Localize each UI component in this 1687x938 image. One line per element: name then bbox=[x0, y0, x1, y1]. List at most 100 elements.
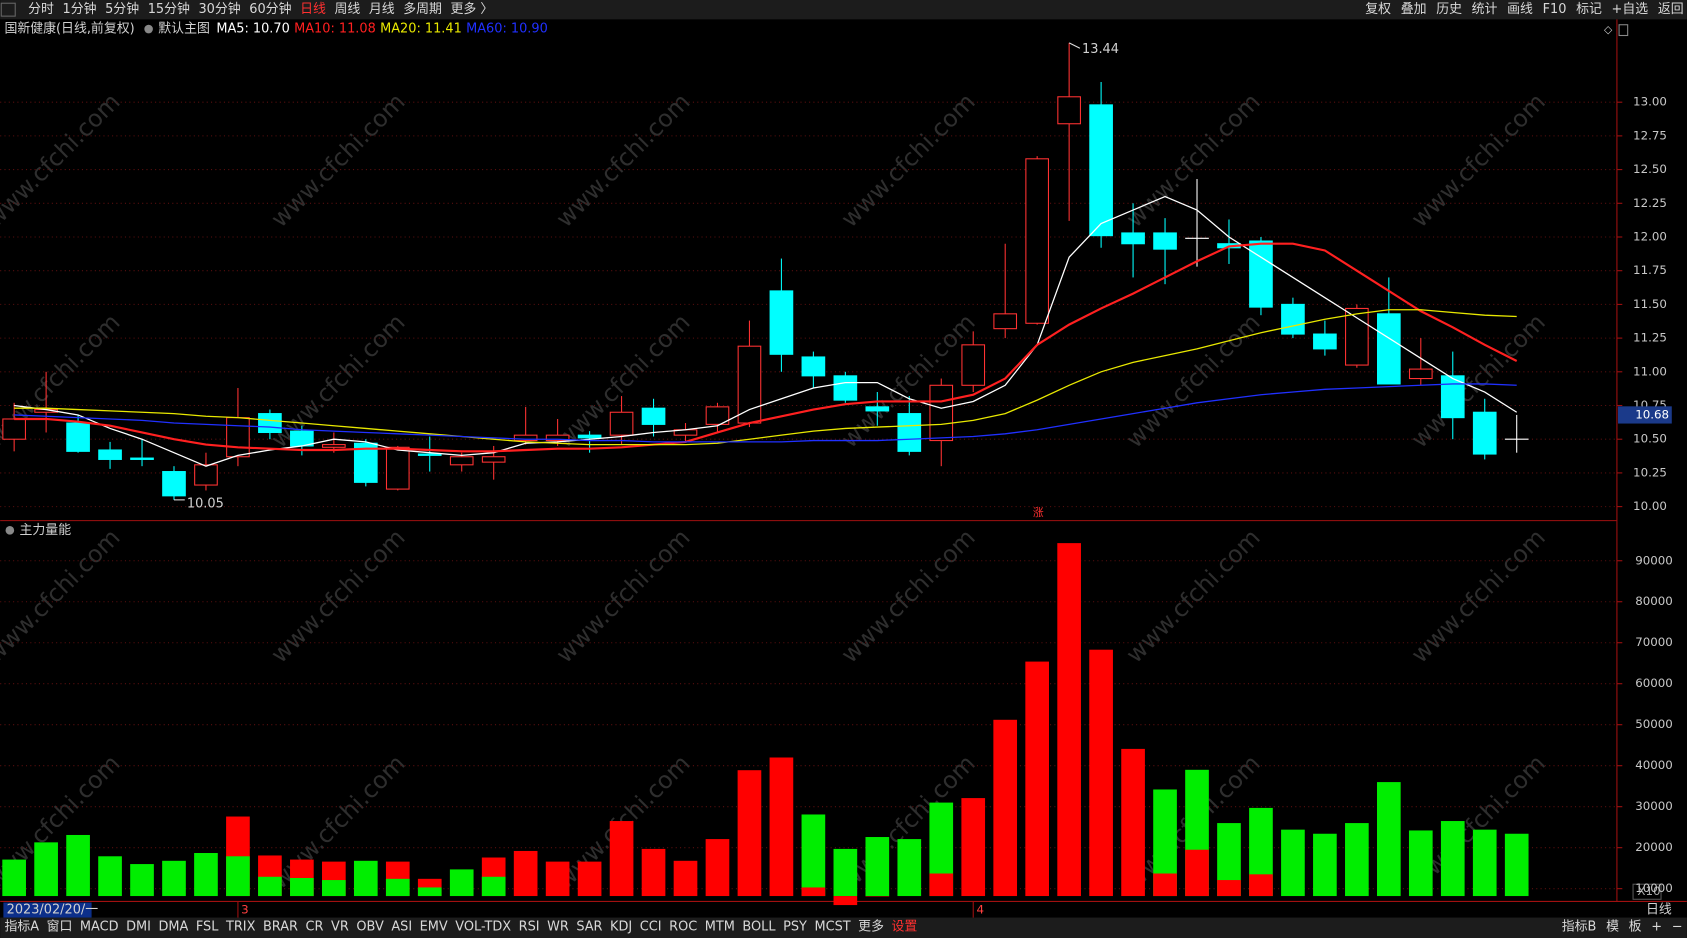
legend-entry: MA60: 10.90 bbox=[466, 22, 548, 37]
candle-body bbox=[449, 456, 474, 466]
low-label: 10.05 bbox=[187, 497, 224, 512]
last-price-box bbox=[1617, 406, 1672, 424]
icon[interactable] bbox=[0, 2, 16, 17]
toolbar-item[interactable]: 设置 bbox=[891, 920, 917, 935]
toolbar-item[interactable]: MCST bbox=[814, 920, 850, 935]
toolbar-item[interactable]: SAR bbox=[576, 920, 602, 935]
toolbar-item[interactable]: − bbox=[1672, 920, 1683, 935]
toolbar-item[interactable]: VOL-TDX bbox=[455, 920, 511, 935]
watermark: www.cfchi.com bbox=[835, 88, 980, 233]
icon[interactable] bbox=[1618, 24, 1629, 37]
toolbar-item[interactable]: 叠加 bbox=[1401, 2, 1427, 17]
candle-body bbox=[577, 434, 602, 439]
toolbar-item[interactable]: 1分钟 bbox=[63, 1, 97, 17]
toolbar-item[interactable]: + bbox=[1651, 920, 1662, 935]
y-tick-label: 12.25 bbox=[1633, 196, 1667, 210]
toolbar-item[interactable]: RSI bbox=[519, 920, 540, 935]
watermark: www.cfchi.com bbox=[550, 88, 695, 233]
toolbar-item[interactable]: VR bbox=[331, 920, 349, 935]
toolbar-item[interactable]: 模 bbox=[1606, 920, 1619, 935]
toolbar-item[interactable]: OBV bbox=[356, 920, 384, 935]
toolbar-item[interactable]: TRIX bbox=[225, 920, 256, 935]
volume-bar bbox=[1376, 782, 1401, 897]
toolbar-item[interactable]: 画线 bbox=[1507, 2, 1533, 17]
toolbar-item[interactable]: 30分钟 bbox=[198, 1, 240, 17]
toolbar-item[interactable]: MTM bbox=[705, 920, 735, 935]
toolbar-item[interactable]: 返回 bbox=[1658, 2, 1684, 17]
toolbar-item[interactable]: KDJ bbox=[610, 920, 632, 935]
toolbar-item[interactable]: F10 bbox=[1543, 2, 1567, 17]
y-tick-label: 12.75 bbox=[1633, 128, 1667, 142]
candle-body bbox=[833, 375, 858, 401]
toolbar-item[interactable]: 历史 bbox=[1436, 2, 1462, 17]
toolbar-item[interactable]: 指标B bbox=[1562, 920, 1597, 935]
icon[interactable]: ◇ bbox=[1604, 23, 1613, 36]
toolbar-item[interactable]: 复权 bbox=[1365, 1, 1391, 17]
toolbar-item[interactable]: 周线 bbox=[334, 2, 360, 17]
toolbar-item[interactable]: PSY bbox=[783, 920, 807, 935]
volume-bar bbox=[1440, 821, 1465, 897]
toolbar-item[interactable]: BOLL bbox=[742, 920, 776, 935]
candle-body bbox=[897, 413, 922, 452]
icon[interactable] bbox=[5, 526, 15, 535]
volume-bar bbox=[833, 848, 858, 897]
toolbar-item[interactable]: 5分钟 bbox=[105, 1, 139, 17]
volume-bar bbox=[2, 859, 26, 897]
toolbar-item[interactable]: 月线 bbox=[369, 2, 395, 17]
top-toolbar bbox=[0, 0, 1687, 20]
toolbar-item[interactable]: +自选 bbox=[1612, 2, 1649, 17]
toolbar-item[interactable]: 15分钟 bbox=[148, 1, 190, 17]
toolbar-item[interactable]: FSL bbox=[196, 920, 219, 935]
date-box bbox=[3, 902, 92, 918]
toolbar-item[interactable]: BRAR bbox=[263, 920, 298, 935]
toolbar-item[interactable]: EMV bbox=[420, 920, 448, 935]
volume-bar bbox=[577, 861, 602, 897]
candle-body bbox=[322, 444, 346, 448]
candle-body bbox=[801, 356, 826, 377]
candle-body bbox=[513, 434, 538, 442]
watermark: www.cfchi.com bbox=[1121, 308, 1266, 453]
candle-body bbox=[1408, 368, 1433, 380]
toolbar-item[interactable]: CR bbox=[306, 920, 324, 935]
toolbar-item[interactable]: CCI bbox=[640, 920, 662, 935]
volume-bar bbox=[1153, 873, 1177, 897]
x-tick-label: 3 bbox=[241, 903, 249, 917]
toolbar-item[interactable]: 板 bbox=[1629, 920, 1642, 935]
candle-body bbox=[1057, 96, 1081, 125]
toolbar-item[interactable]: DMI bbox=[126, 920, 151, 935]
candle-body bbox=[1089, 104, 1113, 237]
toolbar-item[interactable]: 更多 bbox=[858, 920, 884, 935]
volume-bar bbox=[1249, 874, 1273, 897]
y-tick-label: 20000 bbox=[1635, 840, 1673, 854]
toolbar-item[interactable]: 分时 bbox=[28, 2, 54, 17]
y-tick-label: 90000 bbox=[1635, 553, 1673, 567]
volume-bar bbox=[801, 887, 826, 897]
candle-body bbox=[1025, 158, 1049, 324]
volume-bar bbox=[897, 839, 922, 897]
icon[interactable] bbox=[144, 24, 153, 34]
volume-bar bbox=[130, 864, 154, 897]
toolbar-item[interactable]: 窗口 bbox=[47, 919, 73, 935]
volume-bar bbox=[1408, 830, 1433, 897]
volume-bar bbox=[705, 839, 730, 897]
toolbar-item[interactable]: 统计 bbox=[1472, 2, 1498, 17]
toolbar-item[interactable]: 标记 bbox=[1576, 2, 1602, 17]
volume-bar bbox=[1281, 829, 1305, 897]
toolbar-item[interactable]: ROC bbox=[669, 920, 697, 935]
volume-bar bbox=[481, 876, 506, 897]
toolbar-item[interactable]: 指标A bbox=[4, 920, 39, 935]
toolbar-item[interactable]: MACD bbox=[80, 920, 119, 935]
toolbar-item[interactable]: WR bbox=[547, 920, 569, 935]
toolbar-item[interactable]: ASI bbox=[391, 920, 412, 935]
volume-bar bbox=[449, 869, 474, 897]
y-tick-label: 50000 bbox=[1635, 717, 1673, 731]
toolbar-item[interactable]: 更多 〉 bbox=[451, 2, 494, 17]
volume-bar bbox=[769, 757, 794, 897]
toolbar-item[interactable]: DMA bbox=[158, 920, 188, 935]
toolbar-item[interactable]: 多周期 bbox=[403, 2, 442, 17]
toolbar-item[interactable]: 60分钟 bbox=[249, 1, 291, 17]
arrow bbox=[1068, 42, 1081, 49]
bottom-toolbar bbox=[0, 917, 1687, 938]
toolbar-item[interactable]: 日线 bbox=[300, 2, 326, 17]
